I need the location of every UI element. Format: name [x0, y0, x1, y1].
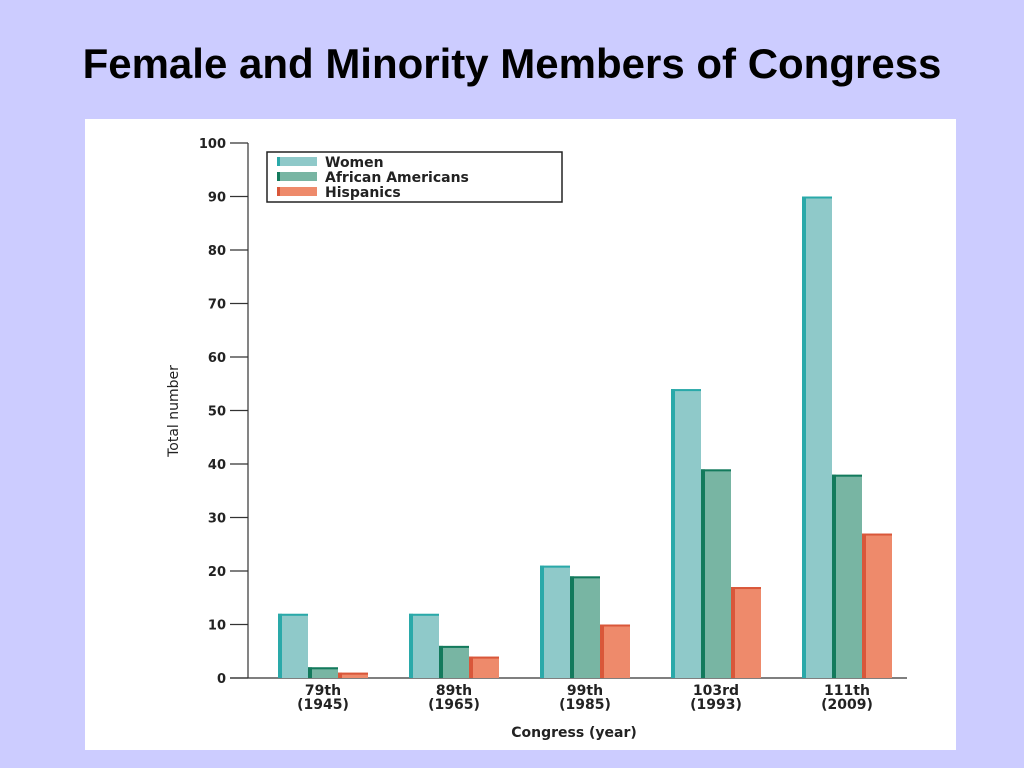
bar-edge: [338, 672, 342, 678]
x-category-year: (1965): [428, 697, 480, 713]
bar-edge: [731, 587, 735, 678]
x-category-year: (1945): [297, 697, 349, 713]
chart-panel: 0 10 20 30 40 50 60 70 80 90 100 79th (1945) 89th (196…: [85, 119, 956, 750]
bar-edge: [570, 576, 574, 678]
bar-top-edge: [862, 533, 892, 536]
slide-title: Female and Minority Members of Congress: [82, 40, 942, 87]
y-tick-label: 0: [217, 672, 226, 687]
bar-edge: [308, 667, 312, 678]
bar: [600, 624, 630, 678]
bar-top-edge: [832, 474, 862, 477]
legend-swatch-edge: [277, 157, 280, 166]
y-tick-label: 100: [199, 137, 226, 152]
legend-swatch: [277, 187, 317, 196]
bar-top-edge: [469, 656, 499, 659]
y-tick-label: 50: [208, 405, 226, 420]
bar-edge: [832, 474, 836, 678]
bar-top-edge: [671, 389, 701, 392]
bar-top-edge: [278, 613, 308, 616]
x-category-label: 111th: [824, 683, 870, 699]
legend-swatch-edge: [277, 187, 280, 196]
bar-top-edge: [802, 196, 832, 199]
legend-label: Women: [325, 155, 384, 171]
y-tick-label: 10: [208, 619, 226, 634]
x-category-label: 103rd: [693, 683, 739, 699]
legend-label: Hispanics: [325, 185, 401, 201]
bar-top-edge: [731, 587, 761, 590]
bar-edge: [469, 656, 473, 678]
y-tick-label: 80: [208, 244, 226, 259]
x-axis-title: Congress (year): [511, 725, 637, 741]
bar: [862, 533, 892, 678]
y-tick-label: 70: [208, 298, 226, 313]
legend-swatch: [277, 157, 317, 166]
bar: [802, 196, 832, 678]
y-tick-label: 90: [208, 191, 226, 206]
x-category-year: (1985): [559, 697, 611, 713]
bar-top-edge: [308, 667, 338, 670]
legend-swatch-edge: [277, 172, 280, 181]
bar-top-edge: [338, 672, 368, 675]
bar-top-edge: [439, 645, 469, 648]
y-tick-label: 40: [208, 458, 226, 473]
bar-edge: [439, 645, 443, 678]
bar: [731, 587, 761, 678]
bar-edge: [409, 613, 413, 678]
bar: [469, 656, 499, 678]
bar-edge: [278, 613, 282, 678]
bar-edge: [540, 565, 544, 678]
bar-edge: [671, 389, 675, 678]
x-category-label: 89th: [436, 683, 472, 699]
x-category-year: (2009): [821, 697, 873, 713]
bar-edge: [802, 196, 806, 678]
x-category-label: 79th: [305, 683, 341, 699]
bar-top-edge: [600, 624, 630, 627]
bar-top-edge: [701, 469, 731, 472]
bar: [540, 565, 570, 678]
bar: [338, 672, 368, 678]
bar: [570, 576, 600, 678]
bar-top-edge: [570, 576, 600, 579]
bar-top-edge: [409, 613, 439, 616]
legend-swatch: [277, 172, 317, 181]
bar: [832, 474, 862, 678]
bar: [278, 613, 308, 678]
bar-edge: [701, 469, 705, 678]
bar-top-edge: [540, 565, 570, 568]
bar: [701, 469, 731, 678]
bar: [409, 613, 439, 678]
y-axis-title: Total number: [166, 365, 182, 458]
bar-edge: [862, 533, 866, 678]
bar: [308, 667, 338, 678]
bar: [671, 389, 701, 678]
x-category-label: 99th: [567, 683, 603, 699]
bar-chart: 0 10 20 30 40 50 60 70 80 90 100 79th(1945) 89th(196…: [166, 137, 907, 741]
bar-edge: [600, 624, 604, 678]
y-tick-label: 30: [208, 512, 226, 527]
y-tick-label: 20: [208, 565, 226, 580]
x-category-year: (1993): [690, 697, 742, 713]
bar: [439, 645, 469, 678]
y-tick-label: 60: [208, 351, 226, 366]
legend-label: African Americans: [325, 170, 469, 186]
